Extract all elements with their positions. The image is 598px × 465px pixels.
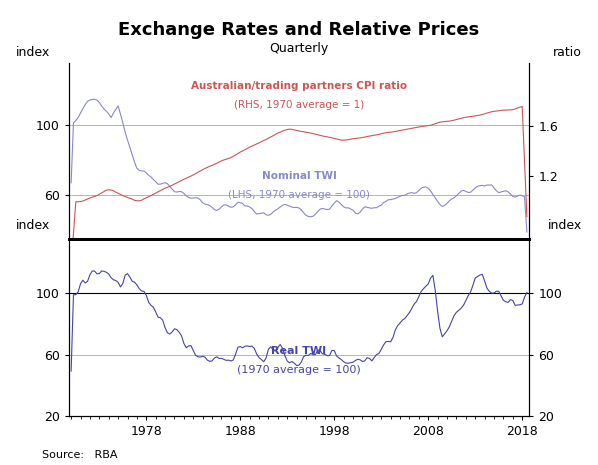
Text: (RHS, 1970 average = 1): (RHS, 1970 average = 1) xyxy=(234,100,364,110)
Text: Real TWI: Real TWI xyxy=(271,346,327,356)
Text: index: index xyxy=(16,219,50,232)
Text: Quarterly: Quarterly xyxy=(269,42,329,55)
Text: (LHS, 1970 average = 100): (LHS, 1970 average = 100) xyxy=(228,190,370,200)
Text: Exchange Rates and Relative Prices: Exchange Rates and Relative Prices xyxy=(118,21,480,39)
Text: Australian/trading partners CPI ratio: Australian/trading partners CPI ratio xyxy=(191,81,407,91)
Text: ratio: ratio xyxy=(553,46,582,59)
Text: (1970 average = 100): (1970 average = 100) xyxy=(237,365,361,375)
Text: index: index xyxy=(548,219,582,232)
Text: Nominal TWI: Nominal TWI xyxy=(261,171,337,181)
Text: Source:   RBA: Source: RBA xyxy=(42,450,117,460)
Text: index: index xyxy=(16,46,50,59)
